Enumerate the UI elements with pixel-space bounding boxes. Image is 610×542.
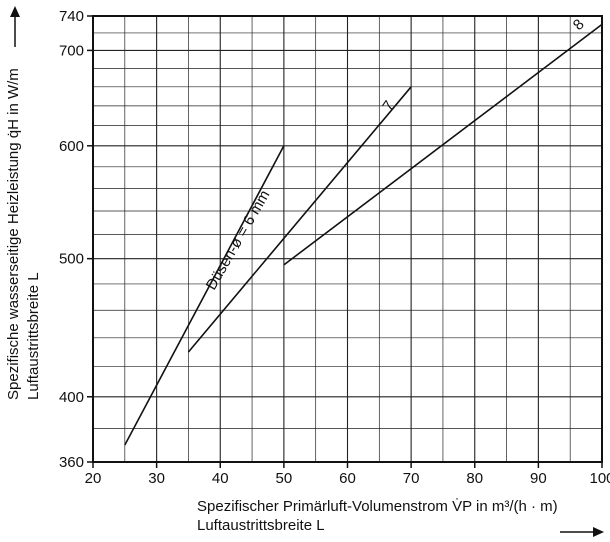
series-line-7 [187,86,412,353]
x-axis-arrow-icon [560,527,604,537]
y-tick-label: 400 [59,389,84,406]
x-tick-label: 20 [85,470,102,487]
y-axis-label: Spezifische wasserseitige Heizleistung q… [5,68,22,400]
y-tick-label: 600 [59,138,84,155]
x-axis-label: Spezifischer Primärluft-Volumenstrom V̇P… [197,498,558,515]
x-tick-labels: 20 30 40 50 60 70 80 90 100 [85,462,610,487]
x-tick-label: 100 [589,470,610,487]
series-line-6 [124,145,285,446]
series-lines [124,23,603,446]
x-tick-label: 80 [466,470,483,487]
y-axis-arrow-icon [10,6,20,47]
x-tick-label: 60 [339,470,356,487]
series-label-nozzle-7: 7 [379,98,398,115]
grid [92,16,603,462]
y-tick-label: 700 [59,42,84,59]
y-tick-labels: 360 400 500 600 700 740 [59,8,93,471]
x-tick-label: 70 [403,470,420,487]
series-line-8 [283,23,603,266]
x-tick-label: 30 [148,470,165,487]
x-tick-label: 40 [212,470,229,487]
y-tick-label: 500 [59,251,84,268]
y-tick-label: 360 [59,454,84,471]
x-tick-label: 50 [276,470,293,487]
y-tick-label: 740 [59,8,84,25]
series-label-nozzle-6: Düsen-ø = 6 mm [203,187,274,293]
series-label-nozzle-8: 8 [570,16,588,34]
y-axis-label-sub: Luftaustrittsbreite L [25,272,42,400]
x-axis-label-sub: Luftaustrittsbreite L [197,517,325,534]
x-tick-label: 90 [530,470,547,487]
